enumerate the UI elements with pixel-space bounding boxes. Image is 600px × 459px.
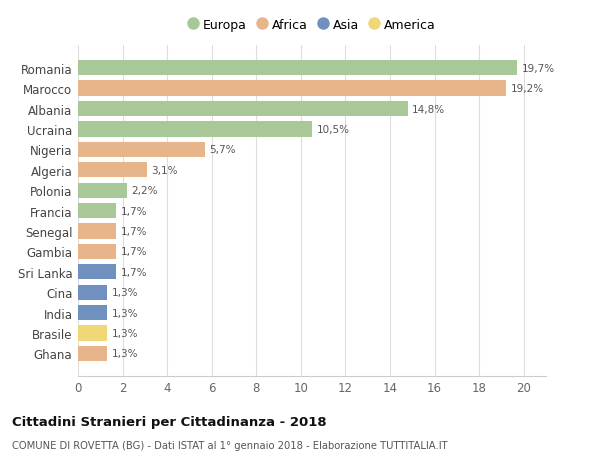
Text: 1,7%: 1,7%	[121, 227, 147, 236]
Bar	[78, 326, 107, 341]
Text: 10,5%: 10,5%	[316, 125, 349, 134]
Bar	[78, 264, 116, 280]
Text: 1,3%: 1,3%	[112, 328, 138, 338]
Text: 19,2%: 19,2%	[511, 84, 544, 94]
Bar	[78, 101, 408, 117]
Bar	[78, 285, 107, 300]
Text: 1,3%: 1,3%	[112, 308, 138, 318]
Text: 1,7%: 1,7%	[121, 206, 147, 216]
Bar	[78, 346, 107, 361]
Text: 1,7%: 1,7%	[121, 247, 147, 257]
Bar	[78, 142, 205, 158]
Text: 5,7%: 5,7%	[209, 145, 236, 155]
Text: 3,1%: 3,1%	[152, 165, 178, 175]
Bar	[78, 81, 506, 96]
Bar	[78, 244, 116, 259]
Text: 2,2%: 2,2%	[131, 186, 158, 196]
Text: 14,8%: 14,8%	[412, 104, 445, 114]
Text: 1,3%: 1,3%	[112, 288, 138, 297]
Text: 1,3%: 1,3%	[112, 349, 138, 359]
Bar	[78, 61, 517, 76]
Text: 19,7%: 19,7%	[521, 63, 554, 73]
Text: Cittadini Stranieri per Cittadinanza - 2018: Cittadini Stranieri per Cittadinanza - 2…	[12, 415, 326, 428]
Legend: Europa, Africa, Asia, America: Europa, Africa, Asia, America	[188, 19, 436, 32]
Bar	[78, 163, 147, 178]
Text: 1,7%: 1,7%	[121, 267, 147, 277]
Text: COMUNE DI ROVETTA (BG) - Dati ISTAT al 1° gennaio 2018 - Elaborazione TUTTITALIA: COMUNE DI ROVETTA (BG) - Dati ISTAT al 1…	[12, 440, 448, 450]
Bar	[78, 122, 312, 137]
Bar	[78, 183, 127, 198]
Bar	[78, 203, 116, 219]
Bar	[78, 305, 107, 321]
Bar	[78, 224, 116, 239]
